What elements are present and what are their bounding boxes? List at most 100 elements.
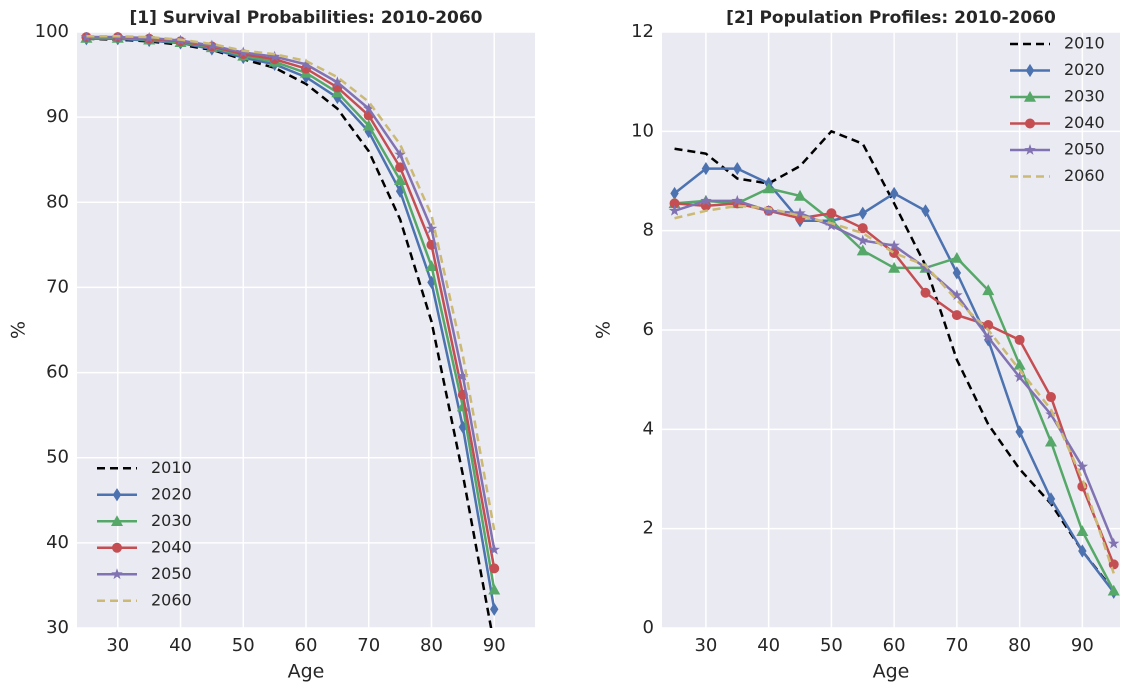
marker xyxy=(394,148,406,160)
marker xyxy=(1108,537,1120,549)
x-tick-label: 40 xyxy=(169,635,192,656)
y-tick-label: 40 xyxy=(46,532,69,553)
y-tick-label: 0 xyxy=(643,617,654,638)
marker xyxy=(950,251,963,263)
subplot: 30 40 50 60 70 80 90 0 2 4 6 8 10 12 [2] Population Pr… xyxy=(593,8,1120,683)
marker xyxy=(982,284,995,296)
marker xyxy=(856,244,869,256)
marker xyxy=(425,260,438,271)
y-tick-label: 10 xyxy=(631,120,654,141)
marker xyxy=(826,208,837,219)
marker xyxy=(794,189,807,201)
x-tick-label: 40 xyxy=(757,635,780,656)
marker xyxy=(857,234,869,246)
legend-label: 2040 xyxy=(151,537,192,556)
marker xyxy=(488,543,500,555)
legend-label: 2020 xyxy=(151,484,192,503)
legend-label: 2030 xyxy=(1064,87,1105,106)
y-axis-label: % xyxy=(593,321,615,339)
x-tick-label: 30 xyxy=(694,635,717,656)
marker xyxy=(1025,118,1035,129)
marker xyxy=(331,76,344,88)
marker xyxy=(206,39,218,51)
marker xyxy=(362,119,375,131)
series-layer xyxy=(80,32,501,628)
marker xyxy=(983,320,994,331)
marker xyxy=(1107,584,1120,596)
marker xyxy=(733,161,742,176)
marker xyxy=(700,194,712,206)
legend-label: 2040 xyxy=(1064,113,1105,132)
marker xyxy=(982,331,994,343)
marker xyxy=(858,206,867,220)
series-layer xyxy=(668,129,1120,599)
x-tick-label: 80 xyxy=(420,635,443,656)
x-tick-label: 90 xyxy=(483,635,506,656)
x-tick-label: 90 xyxy=(1071,635,1094,656)
y-tick-label: 8 xyxy=(643,220,654,241)
marker xyxy=(1044,435,1057,447)
y-tick-label: 90 xyxy=(46,106,69,127)
legend-label: 2050 xyxy=(151,564,192,583)
series-line xyxy=(86,35,496,531)
marker xyxy=(951,289,963,301)
legend-label: 2030 xyxy=(151,511,192,530)
legend-label: 2050 xyxy=(1064,140,1105,159)
marker xyxy=(488,583,501,595)
x-axis-label: Age xyxy=(288,661,325,683)
y-tick-label: 30 xyxy=(46,617,69,638)
marker xyxy=(111,568,123,580)
marker xyxy=(1108,559,1119,570)
y-tick-label: 50 xyxy=(46,447,69,468)
marker xyxy=(701,161,711,176)
marker xyxy=(762,182,775,194)
marker xyxy=(111,515,123,527)
marker xyxy=(1013,358,1026,370)
marker xyxy=(1015,425,1024,439)
x-tick-label: 80 xyxy=(1008,635,1031,656)
legend-label: 2060 xyxy=(151,590,192,609)
marker xyxy=(951,310,962,321)
marker xyxy=(921,204,930,218)
marker xyxy=(888,261,901,273)
y-tick-label: 100 xyxy=(35,21,69,42)
y-axis-label: % xyxy=(8,321,30,339)
marker xyxy=(394,174,407,185)
marker xyxy=(268,50,281,62)
marker xyxy=(668,204,681,216)
marker xyxy=(1024,144,1036,155)
marker xyxy=(1014,334,1025,345)
marker xyxy=(457,369,469,381)
x-tick-label: 50 xyxy=(820,635,843,656)
legend-label: 2010 xyxy=(151,458,192,477)
series-line xyxy=(674,129,1115,592)
marker xyxy=(1046,492,1056,506)
marker xyxy=(1045,392,1056,403)
y-tick-label: 2 xyxy=(643,518,654,539)
y-tick-label: 12 xyxy=(631,21,654,42)
marker xyxy=(670,186,679,201)
marker xyxy=(489,563,500,574)
x-axis-label: Age xyxy=(873,661,910,683)
marker xyxy=(762,204,775,216)
y-tick-label: 70 xyxy=(46,276,69,297)
chart-title: [2] Population Profiles: 2010-2060 xyxy=(726,8,1056,28)
x-tick-label: 30 xyxy=(106,635,129,656)
subplot: 30 40 50 60 70 80 90 30 40 50 60 70 80 90 100 [1] Survi… xyxy=(8,8,535,683)
marker xyxy=(889,186,899,201)
marker xyxy=(395,162,406,173)
y-tick-label: 6 xyxy=(643,319,654,340)
y-tick-label: 80 xyxy=(46,191,69,212)
marker xyxy=(919,261,932,273)
legend-label: 2020 xyxy=(1064,60,1105,79)
marker xyxy=(794,207,806,219)
marker xyxy=(363,102,375,114)
marker xyxy=(669,198,680,209)
x-tick-label: 70 xyxy=(945,635,968,656)
x-tick-label: 60 xyxy=(883,635,906,656)
marker xyxy=(112,488,122,502)
marker xyxy=(143,32,155,43)
marker xyxy=(1013,371,1026,383)
